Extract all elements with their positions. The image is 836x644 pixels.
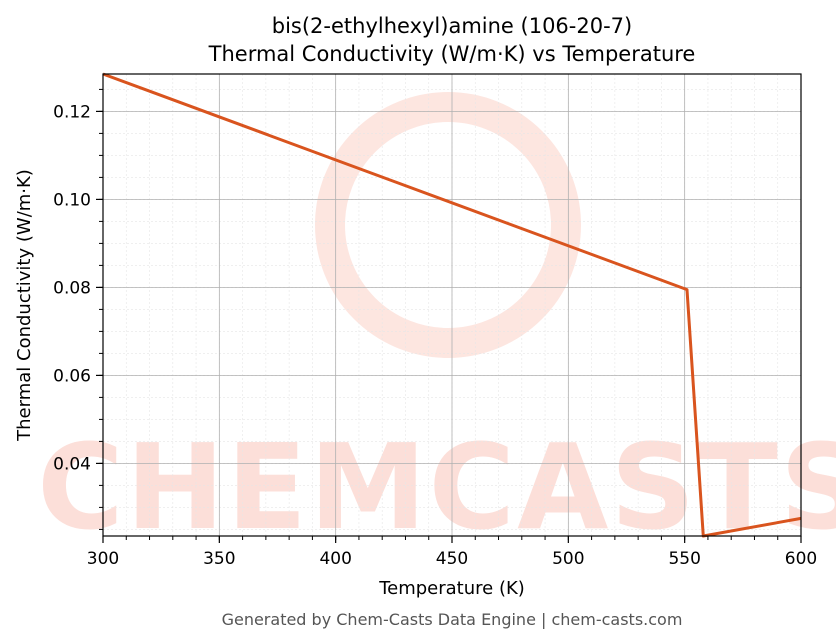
watermark-text: CHEMCASTS xyxy=(37,418,836,556)
x-axis-ticks: 300 350 400 450 500 550 600 xyxy=(87,536,817,569)
y-tick-label: 0.08 xyxy=(53,278,91,298)
y-tick-label: 0.06 xyxy=(53,366,91,386)
y-tick-label: 0.04 xyxy=(53,454,91,474)
x-tick-label: 600 xyxy=(785,549,817,569)
x-tick-label: 350 xyxy=(203,549,235,569)
y-axis-ticks: 0.04 0.06 0.08 0.10 0.12 xyxy=(53,88,103,530)
footer-credit: Generated by Chem-Casts Data Engine | ch… xyxy=(222,610,683,629)
x-tick-label: 550 xyxy=(668,549,700,569)
data-series-line xyxy=(102,72,802,538)
y-tick-label: 0.12 xyxy=(53,102,91,122)
y-axis-label: Thermal Conductivity (W/m·K) xyxy=(14,169,35,442)
chart-title-line2: Thermal Conductivity (W/m·K) vs Temperat… xyxy=(208,42,696,66)
x-tick-label: 450 xyxy=(436,549,468,569)
x-tick-label: 500 xyxy=(552,549,584,569)
series-layer xyxy=(102,72,802,538)
x-tick-label: 400 xyxy=(319,549,351,569)
chart-title-line1: bis(2-ethylhexyl)amine (106-20-7) xyxy=(272,14,632,38)
x-axis-label: Temperature (K) xyxy=(378,578,525,599)
x-tick-label: 300 xyxy=(87,549,119,569)
watermark-c-mark xyxy=(315,92,581,358)
y-tick-label: 0.10 xyxy=(53,190,91,210)
